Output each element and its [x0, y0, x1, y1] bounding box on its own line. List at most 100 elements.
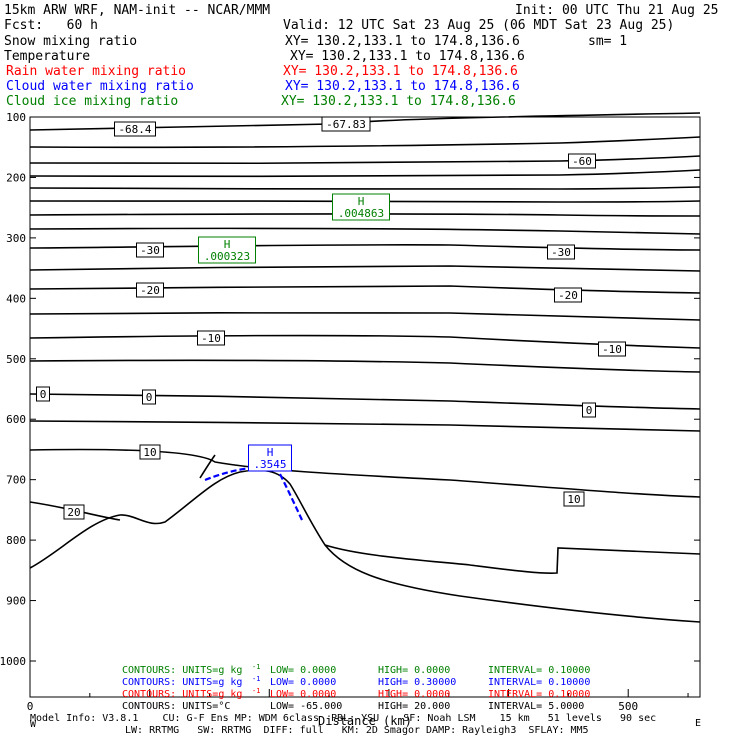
forecast-hour: Fcst: 60 h	[4, 18, 98, 33]
temperature-contour-line	[29, 311, 701, 321]
contour-info-units: CONTOURS: UNITS=g kg	[122, 677, 242, 688]
temperature-contours	[29, 112, 701, 521]
contour-info-units-exponent: -1	[252, 687, 260, 695]
contour-label: 0	[586, 404, 593, 417]
lower-contour-line	[324, 544, 701, 574]
axis-ticks	[29, 116, 700, 697]
contour-label-box	[547, 244, 575, 260]
temperature-contour-line	[29, 227, 701, 235]
y-tick-label: 900	[6, 595, 26, 608]
contour-info-units: CONTOURS: UNITS=g kg	[122, 665, 242, 676]
temperature-contour-line	[29, 200, 701, 203]
ridge-contour-line	[199, 454, 216, 479]
contour-label-box	[568, 153, 596, 169]
temperature-contour-line	[29, 186, 701, 190]
temperature-contour-line	[29, 136, 701, 149]
field-name-snow: Snow mixing ratio	[4, 34, 138, 49]
contour-info-low: LOW= 0.0000	[270, 689, 336, 700]
x-axis-title: Distance (km)	[318, 714, 412, 728]
temperature-contour-line	[29, 213, 701, 217]
x-tick-label: 500	[618, 700, 638, 713]
field-name-temperature: Temperature	[4, 49, 91, 64]
y-tick-label: 500	[6, 353, 26, 366]
contour-info-interval: INTERVAL= 0.10000	[488, 689, 590, 700]
contour-info-units: CONTOURS: UNITS=g kg	[122, 689, 242, 700]
y-tick-labels: 100 200 300 400 500 600 700 800 900 1000	[0, 111, 26, 668]
high-marker-label: H	[267, 446, 274, 459]
contour-label: -60	[572, 155, 592, 168]
high-marker-box	[332, 193, 390, 221]
contour-info-interval: INTERVAL= 0.10000	[488, 665, 590, 676]
contour-info-low: LOW= 0.0000	[270, 665, 336, 676]
contour-info-low: LOW= -65.000	[270, 701, 342, 712]
y-tick-label: 800	[6, 534, 26, 547]
x-tick-label: 0	[27, 700, 34, 713]
footer-model-info: Model Info: V3.8.1 CU: G-F Ens MP: WDM 6…	[30, 713, 657, 724]
contour-label: -20	[558, 289, 578, 302]
contour-label-box	[139, 444, 161, 460]
contour-label: -68.4	[118, 123, 151, 136]
high-marker-box	[248, 444, 292, 472]
temperature-contour-line	[29, 448, 701, 498]
footer-physics-info: LW: RRTMG SW: RRTMG DIFF: full KM: 2D Sm…	[125, 725, 589, 736]
temperature-contour-line	[29, 420, 701, 432]
temperature-contour-line	[29, 265, 701, 272]
field-name-cloud-water: Cloud water mixing ratio	[6, 79, 194, 94]
contour-info-high: HIGH= 20.000	[378, 701, 450, 712]
axis-west-label: W	[30, 719, 37, 730]
contour-label-box	[321, 116, 371, 132]
contour-label-box	[136, 242, 164, 258]
field-xy-rain: XY= 130.2,133.1 to 174.8,136.6	[283, 64, 518, 79]
temperature-contour-line	[29, 359, 701, 373]
contour-labels: -68.4 -67.83 -60 -30 -30 -20 -20 -10 -10 0 0 0 10 10 2…	[36, 116, 626, 520]
contour-info-units-exponent: -1	[252, 663, 260, 671]
contour-label: -67.83	[326, 118, 366, 131]
contour-label-box	[114, 121, 156, 137]
field-xy-temperature: XY= 130.2,133.1 to 174.8,136.6	[290, 49, 525, 64]
y-tick-label: 100	[6, 111, 26, 124]
high-marker-value: .000323	[204, 250, 250, 263]
contour-label-box	[554, 287, 582, 303]
init-time: Init: 00 UTC Thu 21 Aug 25	[515, 3, 719, 18]
temperature-contour-line	[29, 155, 701, 165]
y-tick-label: 700	[6, 474, 26, 487]
contour-label-box	[197, 330, 225, 346]
contour-label: 20	[67, 506, 80, 519]
contour-label: -10	[602, 343, 622, 356]
terrain-line	[29, 469, 701, 623]
contour-label-box	[136, 282, 164, 298]
model-title: 15km ARW WRF, NAM-init -- NCAR/MMM	[4, 3, 271, 18]
y-tick-label: 1000	[0, 655, 26, 668]
temperature-contour-line	[29, 243, 701, 251]
contour-label-box	[582, 402, 596, 418]
smoothing-label: sm= 1	[588, 34, 628, 49]
y-tick-label: 200	[6, 171, 26, 184]
valid-time: Valid: 12 UTC Sat 23 Aug 25 (06 MDT Sat …	[283, 18, 675, 33]
contour-label: 0	[40, 388, 47, 401]
contour-label: 10	[567, 493, 580, 506]
contour-label-box	[36, 386, 50, 402]
contour-label: 0	[146, 391, 153, 404]
contour-label-box	[142, 389, 156, 405]
terrain-outline	[29, 454, 701, 623]
contour-label: -20	[140, 284, 160, 297]
field-xy-snow: XY= 130.2,133.1 to 174.8,136.6	[285, 34, 520, 49]
contour-label-box	[598, 341, 626, 357]
high-marker-box	[198, 236, 256, 264]
temperature-contour-line	[29, 169, 701, 178]
contour-label-box	[63, 504, 85, 520]
contour-label: -30	[551, 246, 571, 259]
contour-label: 10	[143, 446, 156, 459]
field-xy-cloud-water: XY= 130.2,133.1 to 174.8,136.6	[285, 79, 520, 94]
high-marker-value: .3545	[253, 458, 286, 471]
contour-label-box	[563, 491, 585, 507]
high-marker-label: H	[358, 195, 365, 208]
x-tick-labels: 0 500 Distance (km)	[27, 700, 638, 728]
contour-info-interval: INTERVAL= 5.0000	[488, 701, 584, 712]
contour-info-block: CONTOURS: UNITS=g kg -1 LOW= 0.0000 HIGH= 0…	[122, 663, 590, 712]
contour-info-high: HIGH= 0.0000	[378, 689, 450, 700]
cloud-water-contour	[279, 473, 303, 521]
field-name-rain: Rain water mixing ratio	[6, 64, 187, 79]
